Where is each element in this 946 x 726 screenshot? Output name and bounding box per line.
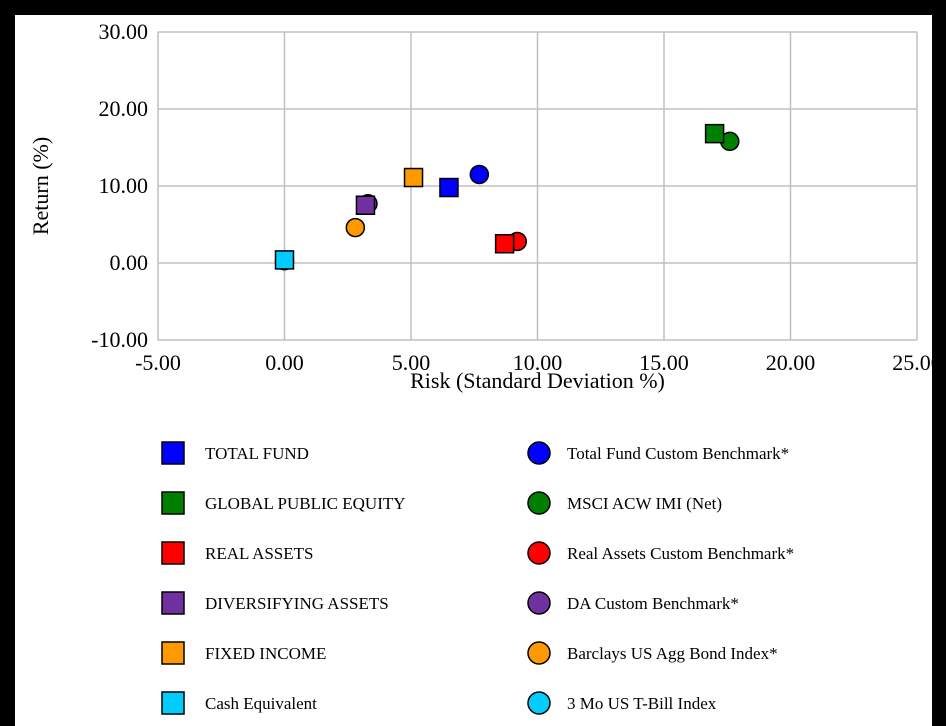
point-global-public-equity bbox=[704, 123, 725, 144]
x-axis-title: Risk (Standard Deviation %) bbox=[410, 368, 665, 393]
legend-marker-real-assets-custom-benchmark bbox=[527, 541, 551, 565]
x-tick-label: 5.00 bbox=[392, 350, 431, 375]
legend-marker-fixed-income bbox=[161, 641, 185, 665]
y-tick-label: 30.00 bbox=[99, 19, 149, 44]
y-tick-label: 20.00 bbox=[99, 96, 149, 121]
x-tick-label: 15.00 bbox=[639, 350, 689, 375]
x-tick-label: 10.00 bbox=[513, 350, 563, 375]
data-points bbox=[274, 123, 740, 271]
point-barclays-us-agg-bond-index bbox=[345, 217, 366, 238]
y-tick-label: 10.00 bbox=[99, 173, 149, 198]
point-cash-equivalent bbox=[274, 250, 295, 270]
legend-label-msci-acw-imi-net: MSCI ACW IMI (Net) bbox=[567, 494, 722, 513]
x-tick-label: 25.00 bbox=[892, 350, 932, 375]
legend-label-fixed-income: FIXED INCOME bbox=[205, 644, 326, 663]
x-tick-labels: -5.00 0.00 5.00 10.00 15.00 20.00 25.00 bbox=[135, 350, 932, 375]
legend-marker-total-fund bbox=[161, 441, 185, 465]
legend-marker-3-mo-us-t-bill-index bbox=[527, 691, 551, 715]
legend-label-total-fund-custom-benchmark: Total Fund Custom Benchmark* bbox=[567, 444, 789, 463]
legend-label-global-public-equity: GLOBAL PUBLIC EQUITY bbox=[205, 494, 406, 513]
legend-label-diversifying-assets: DIVERSIFYING ASSETS bbox=[205, 594, 389, 613]
point-real-assets bbox=[494, 234, 515, 254]
y-tick-label: 0.00 bbox=[110, 250, 149, 275]
legend-marker-msci-acw-imi-net bbox=[527, 491, 551, 515]
point-fixed-income bbox=[403, 167, 424, 188]
legend-marker-da-custom-benchmark bbox=[527, 591, 551, 615]
point-diversifying-assets bbox=[355, 195, 376, 215]
legend-marker-diversifying-assets bbox=[161, 591, 185, 615]
x-tick-label: 20.00 bbox=[766, 350, 816, 375]
grid-lines bbox=[157, 31, 918, 341]
legend-label-total-fund: TOTAL FUND bbox=[205, 444, 309, 463]
legend-label-da-custom-benchmark: DA Custom Benchmark* bbox=[567, 594, 739, 613]
chart-frame: -5.00 0.00 5.00 10.00 15.00 20.00 25.00 -10.00… bbox=[15, 15, 932, 726]
legend-label-cash-equivalent: Cash Equivalent bbox=[205, 694, 317, 713]
y-axis-title: Return (%) bbox=[28, 137, 53, 235]
legend-marker-global-public-equity bbox=[161, 491, 185, 515]
y-tick-label: -10.00 bbox=[91, 327, 148, 352]
x-tick-label: 0.00 bbox=[265, 350, 304, 375]
legend-label-barclays-us-agg-bond-index: Barclays US Agg Bond Index* bbox=[567, 644, 778, 663]
legend-label-real-assets: REAL ASSETS bbox=[205, 544, 313, 563]
legend-marker-barclays-us-agg-bond-index bbox=[527, 641, 551, 665]
point-total-fund bbox=[439, 177, 459, 198]
legend-label-real-assets-custom-benchmark: Real Assets Custom Benchmark* bbox=[567, 544, 794, 563]
legend-marker-cash-equivalent bbox=[161, 691, 185, 715]
y-tick-labels: -10.00 0.00 10.00 20.00 30.00 bbox=[91, 19, 148, 352]
legend: TOTAL FUND Total Fund Custom Benchmark* GL… bbox=[161, 441, 794, 715]
legend-marker-total-fund-custom-benchmark bbox=[527, 441, 551, 465]
point-total-fund-custom-benchmark bbox=[469, 164, 490, 185]
legend-label-3-mo-us-t-bill-index: 3 Mo US T-Bill Index bbox=[567, 694, 717, 713]
scatter-chart: -5.00 0.00 5.00 10.00 15.00 20.00 25.00 -10.00… bbox=[28, 19, 932, 715]
legend-marker-real-assets bbox=[161, 541, 185, 565]
x-tick-label: -5.00 bbox=[135, 350, 181, 375]
